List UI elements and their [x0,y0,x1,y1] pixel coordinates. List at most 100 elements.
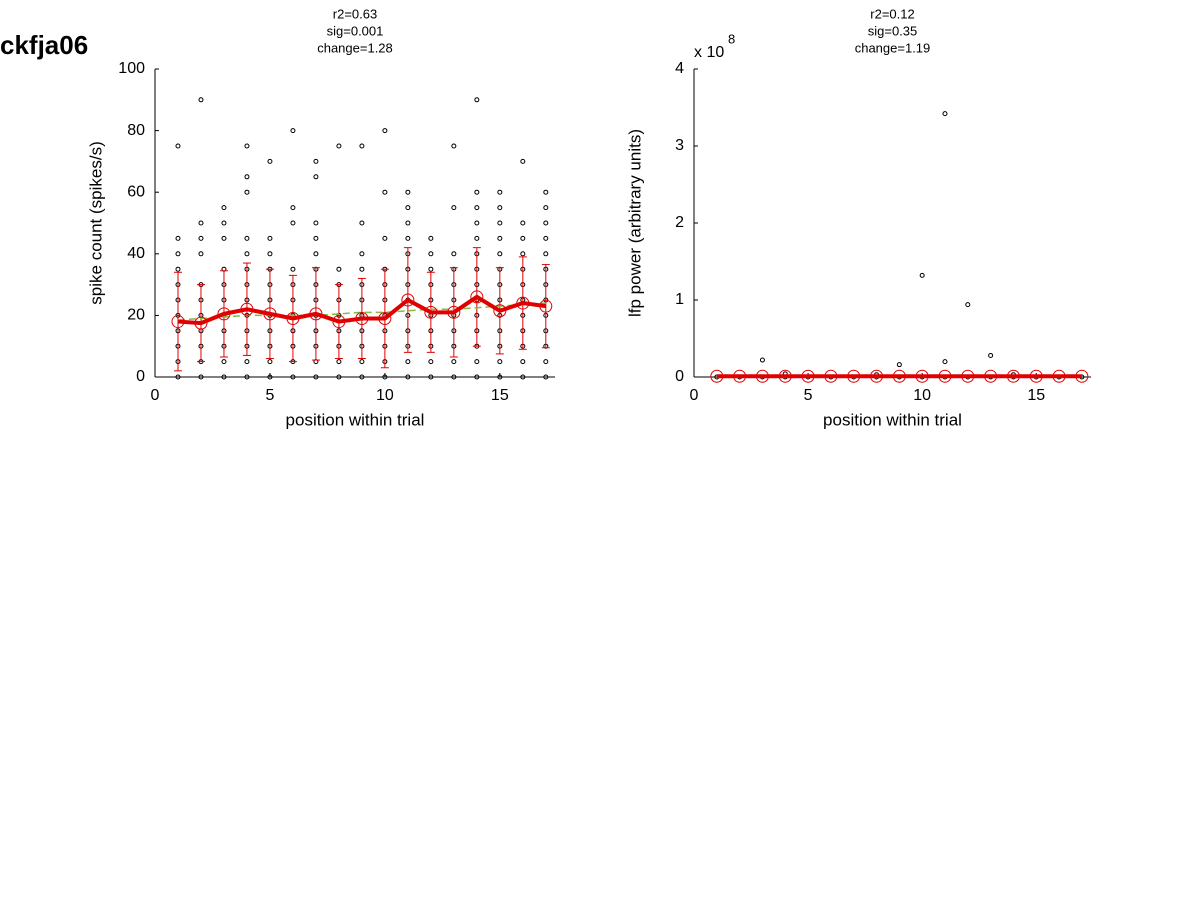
data-point [221,235,227,241]
data-point [759,357,765,363]
mean-marker [493,304,507,318]
data-point [451,143,457,149]
chart-title: sig=0.35 [868,23,918,38]
data-point [543,205,549,211]
data-point [359,143,365,149]
data-point [497,205,503,211]
data-point [474,235,480,241]
mean-marker [194,316,208,330]
x-tick-label: 5 [804,387,813,404]
data-point [221,220,227,226]
data-point [244,189,250,195]
chart-title: r2=0.12 [870,6,914,21]
data-point [313,174,319,180]
mean-marker [915,369,929,383]
mean-marker [171,315,185,329]
mean-marker [424,305,438,319]
mean-marker [961,369,975,383]
data-point [474,97,480,103]
data-point [474,359,480,365]
data-point [497,374,503,380]
data-point [428,374,434,380]
mean-marker [263,307,277,321]
y-tick-label: 1 [675,291,684,308]
data-point [359,374,365,380]
data-point [428,251,434,257]
data-point [497,359,503,365]
data-point [474,189,480,195]
mean-marker [516,296,530,310]
y-tick-label: 100 [118,60,145,77]
mean-marker [733,369,747,383]
data-point [382,189,388,195]
data-point [543,359,549,365]
x-tick-label: 15 [1027,387,1045,404]
data-point [175,266,181,272]
data-point [336,266,342,272]
data-point [543,220,549,226]
data-point [244,359,250,365]
y-tick-label: 3 [675,137,684,154]
data-point [405,359,411,365]
data-point [405,205,411,211]
mean-marker [286,311,300,325]
data-point [198,251,204,257]
data-point [497,251,503,257]
data-point [336,143,342,149]
data-point [988,352,994,358]
data-point [520,235,526,241]
data-point [336,374,342,380]
data-point [313,235,319,241]
x-tick-label: 10 [376,387,394,404]
data-point [313,251,319,257]
mean-marker [1029,369,1043,383]
y-tick-label: 0 [675,368,684,385]
data-point [405,220,411,226]
y-exponent-power: 8 [728,31,735,46]
data-point [244,251,250,257]
y-tick-label: 2 [675,214,684,231]
data-point [520,374,526,380]
mean-marker [710,369,724,383]
y-tick-label: 80 [127,122,145,139]
data-point [290,220,296,226]
mean-line [177,294,547,326]
data-point [942,111,948,117]
data-point [497,235,503,241]
data-point [543,251,549,257]
data-point [267,158,273,164]
data-point [405,235,411,241]
data-point [919,272,925,278]
x-tick-label: 15 [491,387,509,404]
mean-marker [1052,369,1066,383]
data-point [520,359,526,365]
chart-title: change=1.28 [317,40,393,55]
data-point [359,220,365,226]
y-tick-label: 4 [675,60,684,77]
data-point [965,302,971,308]
y-exponent-base: x 10 [694,44,724,61]
data-point [313,220,319,226]
y-tick-label: 40 [127,245,145,262]
data-point [267,235,273,241]
data-point [497,220,503,226]
data-point [290,128,296,134]
mean-marker [938,369,952,383]
data-point [896,362,902,368]
data-point [244,235,250,241]
mean-marker [355,311,369,325]
data-point [290,374,296,380]
data-point [313,374,319,380]
mean-marker [539,299,553,313]
x-axis-label: position within trial [823,410,962,429]
data-point [382,374,388,380]
mean-marker [1006,369,1020,383]
data-point [336,359,342,365]
mean-marker [870,369,884,383]
data-point [244,143,250,149]
data-point [359,251,365,257]
mean-marker [470,290,484,304]
data-point [198,374,204,380]
data-point [428,266,434,272]
